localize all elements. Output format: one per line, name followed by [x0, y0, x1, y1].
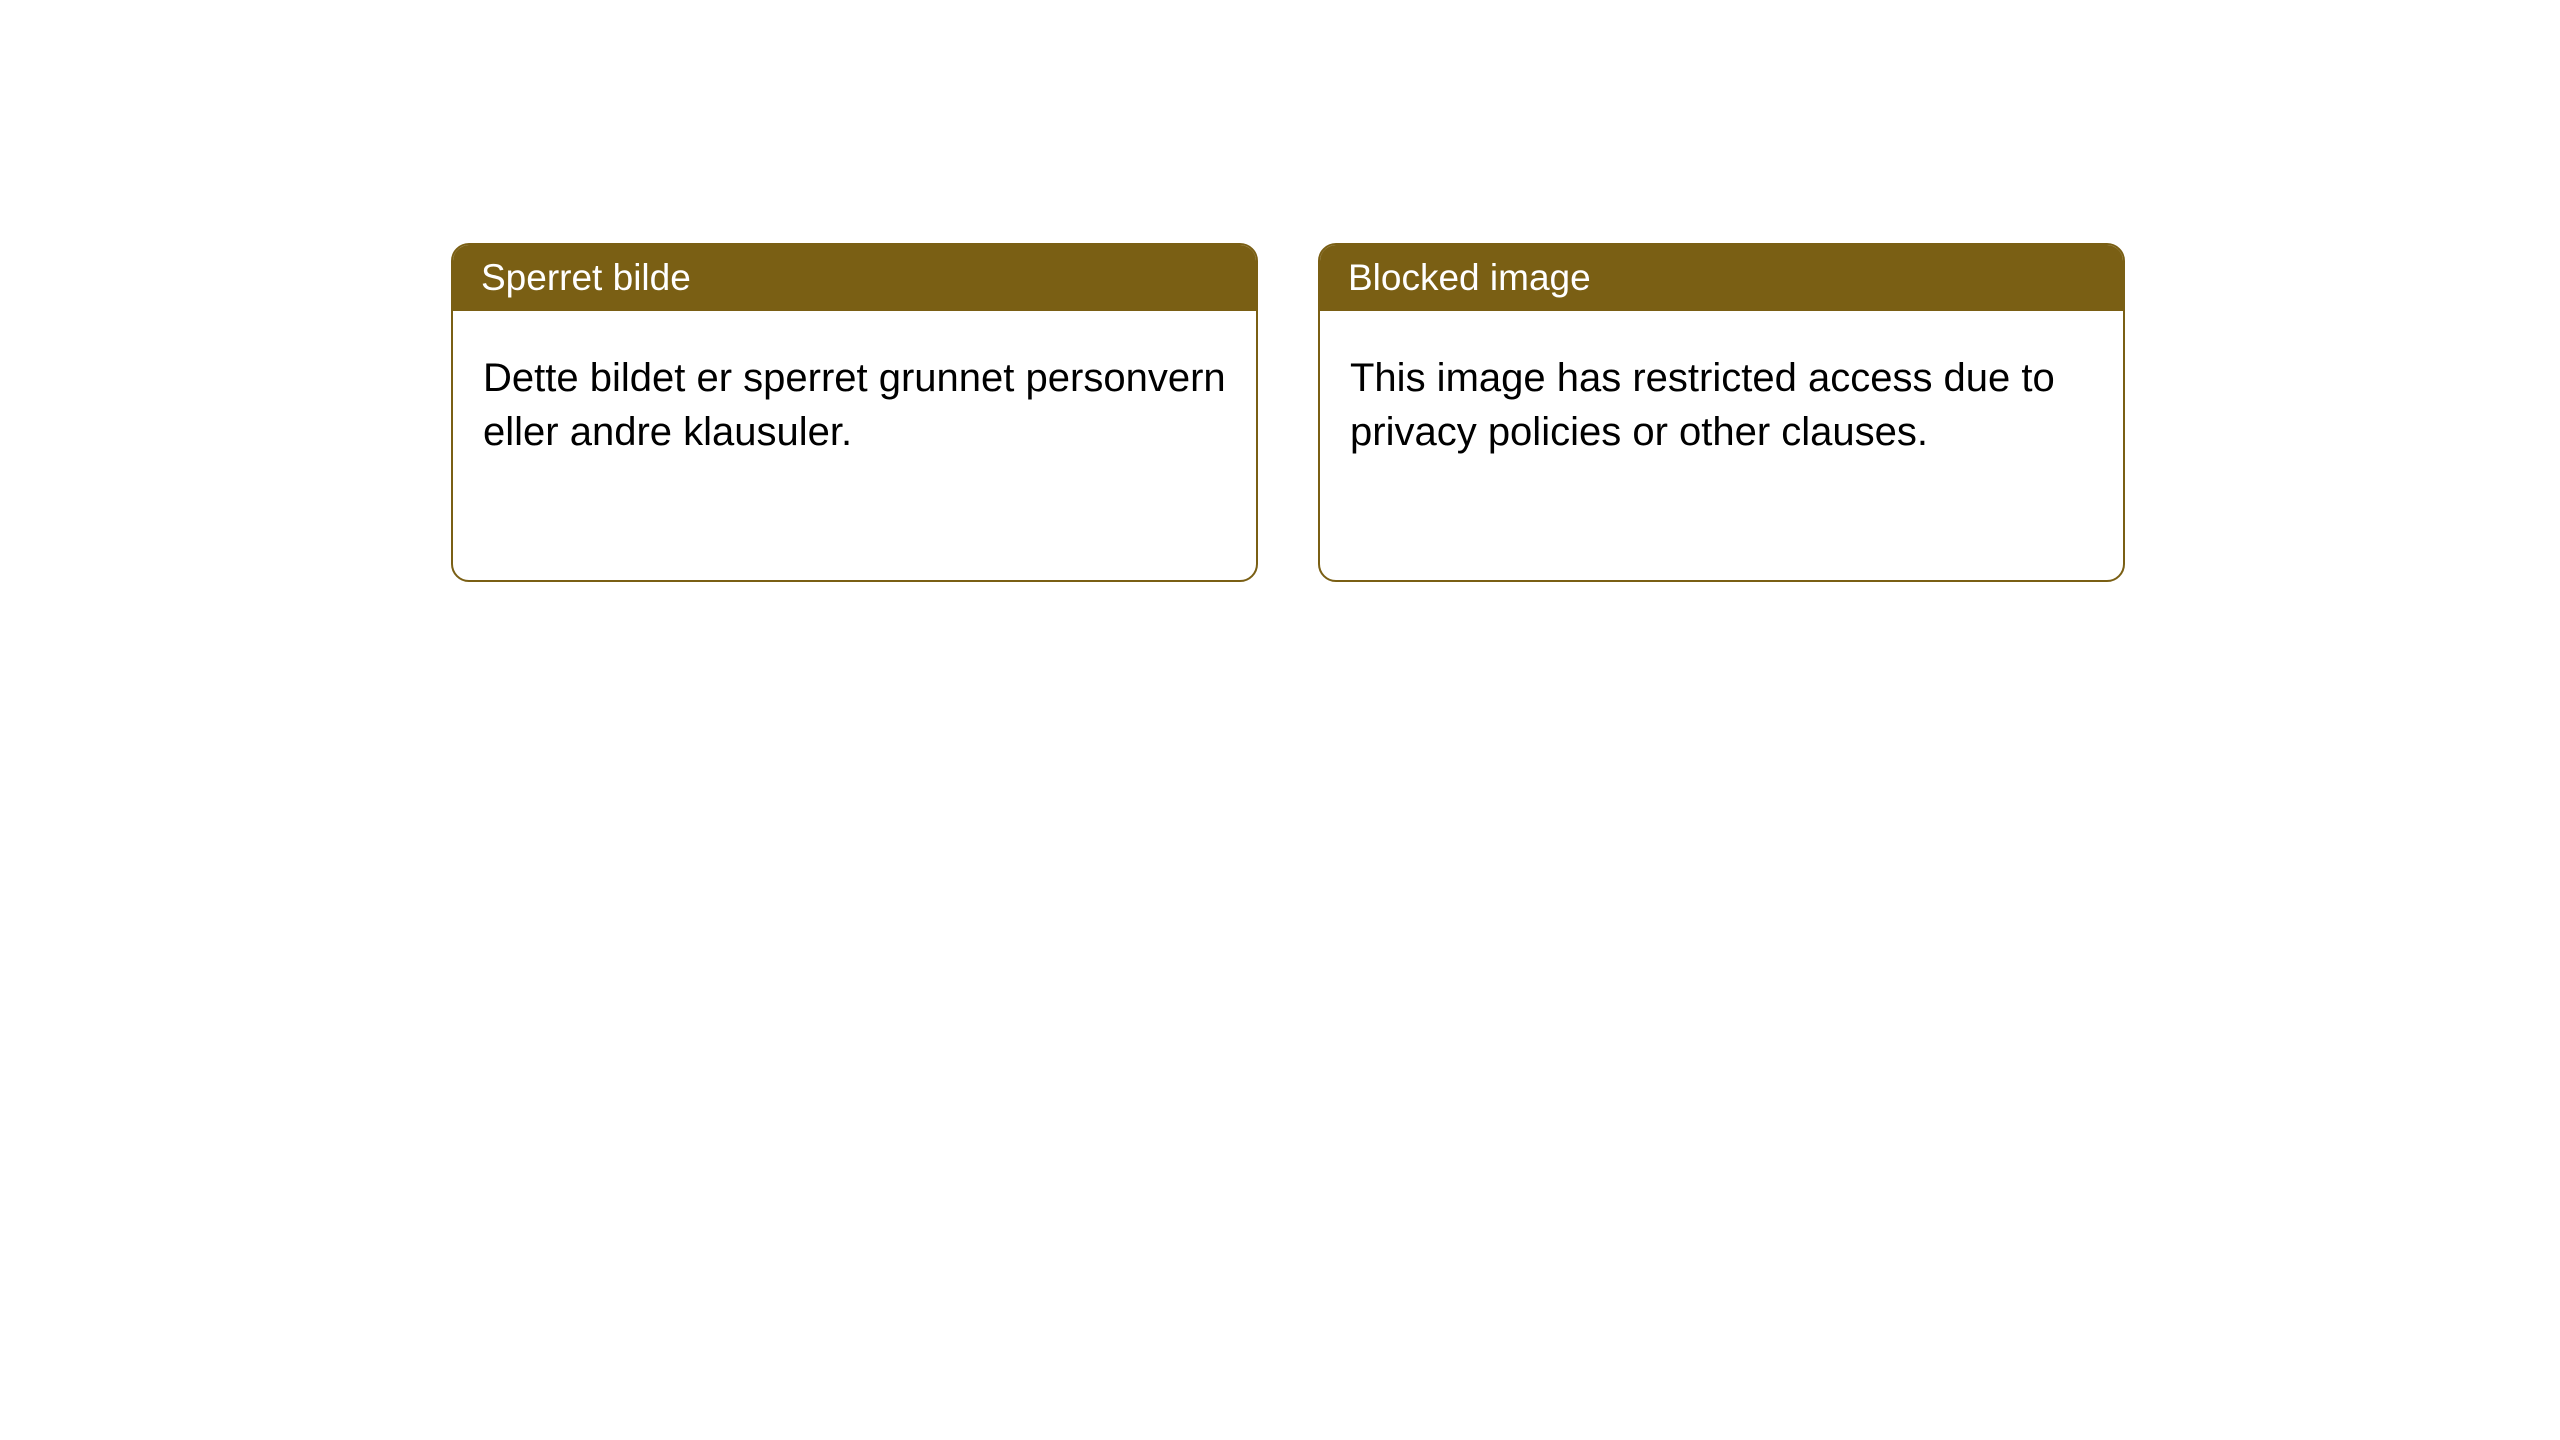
- notice-card-english: Blocked image This image has restricted …: [1318, 243, 2125, 582]
- notice-body-english: This image has restricted access due to …: [1320, 311, 2123, 499]
- notice-text-english: This image has restricted access due to …: [1350, 356, 2055, 454]
- notice-text-norwegian: Dette bildet er sperret grunnet personve…: [483, 356, 1226, 454]
- notice-container: Sperret bilde Dette bildet er sperret gr…: [451, 243, 2125, 582]
- notice-title-norwegian: Sperret bilde: [481, 257, 691, 298]
- notice-card-norwegian: Sperret bilde Dette bildet er sperret gr…: [451, 243, 1258, 582]
- notice-title-english: Blocked image: [1348, 257, 1591, 298]
- notice-body-norwegian: Dette bildet er sperret grunnet personve…: [453, 311, 1256, 499]
- notice-header-english: Blocked image: [1320, 245, 2123, 311]
- notice-header-norwegian: Sperret bilde: [453, 245, 1256, 311]
